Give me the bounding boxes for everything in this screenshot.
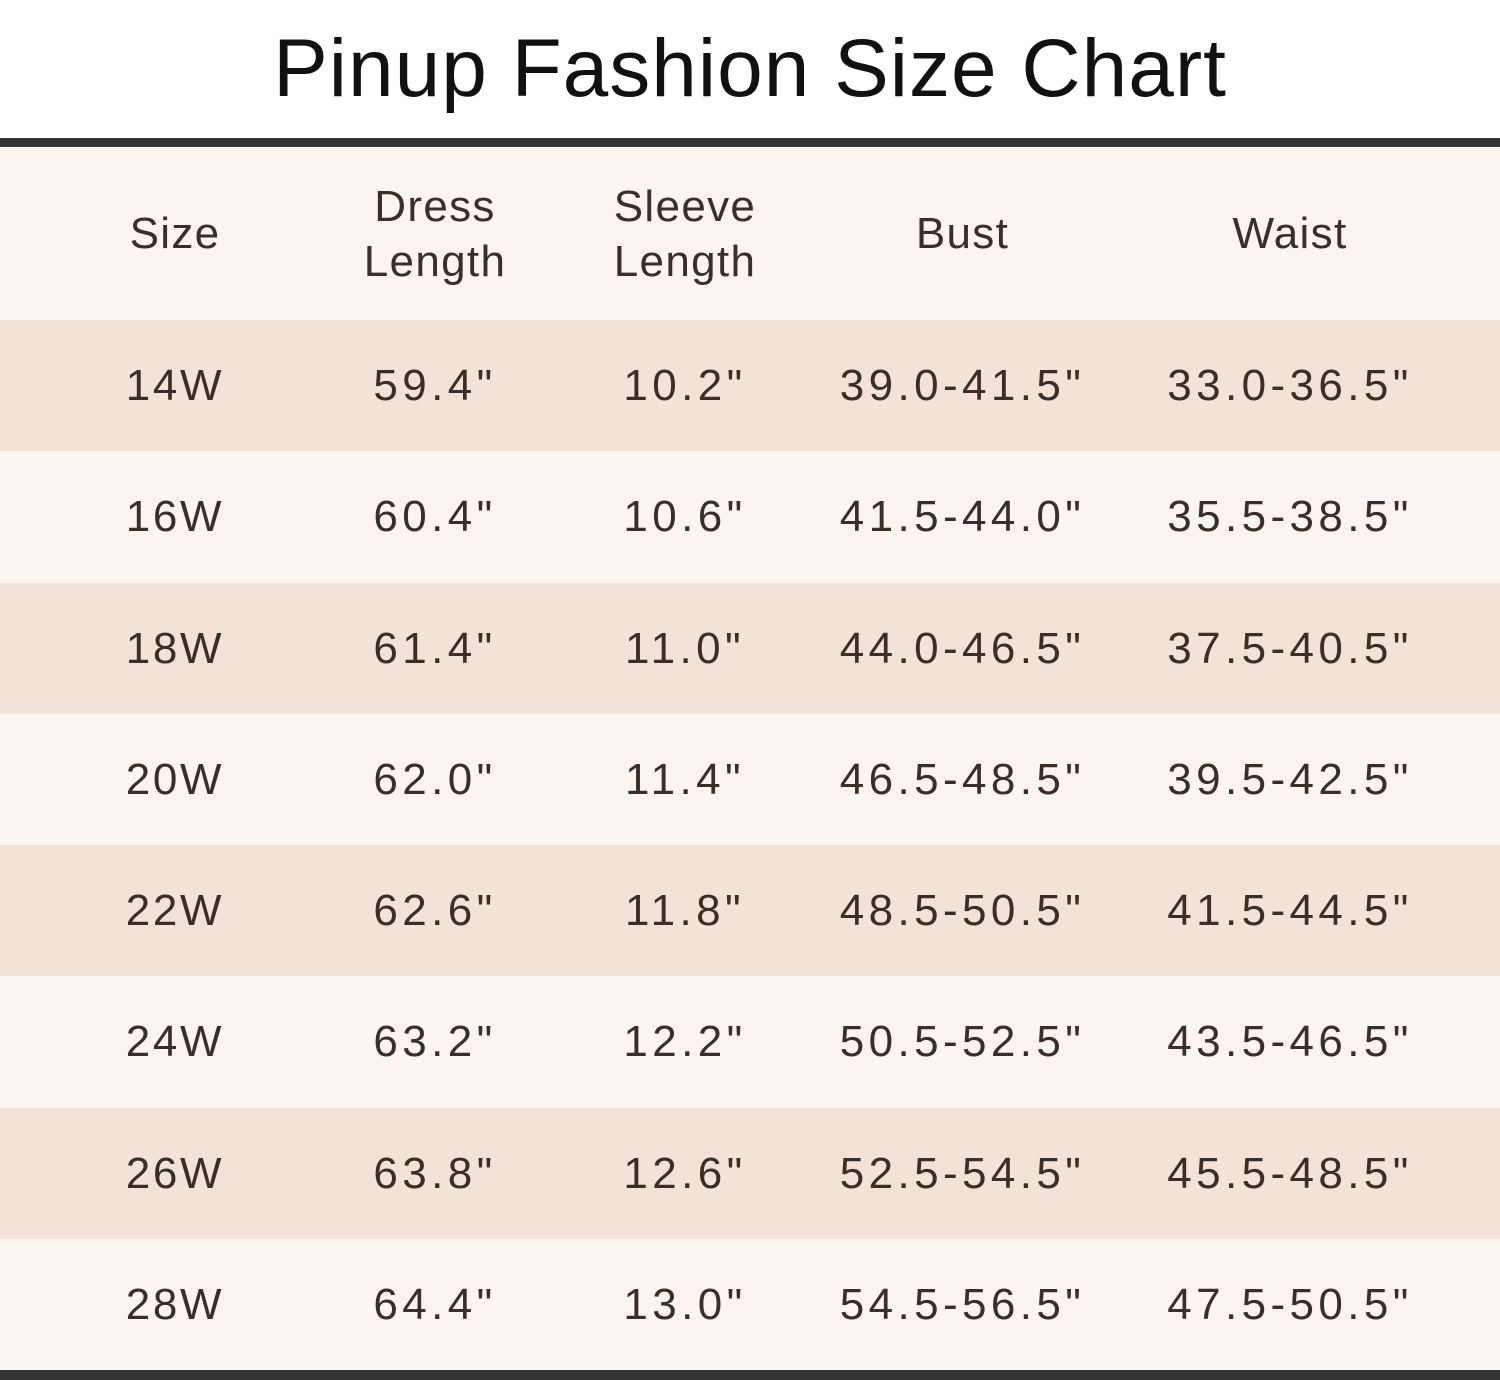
size-cell: 24W bbox=[125, 1017, 225, 1067]
waist-cell: 33.0-36.5" bbox=[1167, 361, 1413, 411]
top-divider bbox=[0, 138, 1500, 147]
sleeve-length-cell: 11.8" bbox=[625, 886, 745, 936]
waist-cell: 43.5-46.5" bbox=[1167, 1017, 1413, 1067]
sleeve-length-cell: 13.0" bbox=[623, 1279, 747, 1329]
dress-length-cell: 63.2" bbox=[373, 1017, 497, 1067]
bust-cell: 54.5-56.5" bbox=[839, 1279, 1086, 1329]
table-row: 24W 63.2" 12.2" 50.5-52.5" 43.5-46.5" bbox=[0, 976, 1500, 1108]
waist-cell: 37.5-40.5" bbox=[1167, 623, 1413, 673]
size-cell: 28W bbox=[125, 1279, 225, 1329]
table-row: 16W 60.4" 10.6" 41.5-44.0" 35.5-38.5" bbox=[0, 451, 1500, 583]
waist-cell: 35.5-38.5" bbox=[1167, 492, 1413, 542]
bust-cell: 48.5-50.5" bbox=[839, 886, 1086, 936]
dress-length-cell: 61.4" bbox=[373, 623, 497, 673]
bust-cell: 52.5-54.5" bbox=[839, 1148, 1086, 1198]
bust-cell: 44.0-46.5" bbox=[839, 623, 1086, 673]
waist-cell: 39.5-42.5" bbox=[1167, 754, 1413, 804]
size-cell: 22W bbox=[125, 886, 225, 936]
waist-cell: 45.5-48.5" bbox=[1167, 1148, 1413, 1198]
waist-cell: 41.5-44.5" bbox=[1167, 886, 1413, 936]
column-header-dress-length: Dress Length bbox=[363, 181, 507, 286]
bottom-divider bbox=[0, 1370, 1500, 1380]
size-cell: 14W bbox=[125, 361, 225, 411]
sleeve-length-cell: 10.2" bbox=[623, 361, 747, 411]
column-header-bust: Bust bbox=[915, 209, 1010, 258]
table-row: 14W 59.4" 10.2" 39.0-41.5" 33.0-36.5" bbox=[0, 320, 1500, 452]
bust-cell: 50.5-52.5" bbox=[839, 1017, 1086, 1067]
waist-cell: 47.5-50.5" bbox=[1167, 1279, 1413, 1329]
bust-cell: 41.5-44.0" bbox=[839, 492, 1086, 542]
sleeve-length-cell: 10.6" bbox=[623, 492, 747, 542]
table-header-row: Size Dress Length Sleeve Length Bust Wai… bbox=[0, 147, 1500, 320]
table-row: 26W 63.8" 12.6" 52.5-54.5" 45.5-48.5" bbox=[0, 1107, 1500, 1239]
dress-length-cell: 63.8" bbox=[373, 1148, 497, 1198]
size-cell: 18W bbox=[125, 623, 225, 673]
table-row: 22W 62.6" 11.8" 48.5-50.5" 41.5-44.5" bbox=[0, 845, 1500, 977]
title-bar: Pinup Fashion Size Chart bbox=[0, 0, 1500, 138]
sleeve-length-cell: 11.0" bbox=[625, 623, 745, 673]
sleeve-length-cell: 12.2" bbox=[623, 1017, 747, 1067]
dress-length-cell: 59.4" bbox=[373, 361, 497, 411]
bust-cell: 46.5-48.5" bbox=[839, 754, 1086, 804]
bust-cell: 39.0-41.5" bbox=[839, 361, 1086, 411]
sleeve-length-cell: 11.4" bbox=[625, 754, 745, 804]
table-row: 20W 62.0" 11.4" 46.5-48.5" 39.5-42.5" bbox=[0, 713, 1500, 845]
size-chart-table: Size Dress Length Sleeve Length Bust Wai… bbox=[0, 147, 1500, 1370]
dress-length-cell: 64.4" bbox=[373, 1279, 497, 1329]
dress-length-cell: 62.0" bbox=[373, 754, 497, 804]
dress-length-cell: 60.4" bbox=[373, 492, 497, 542]
dress-length-cell: 62.6" bbox=[373, 886, 497, 936]
size-cell: 16W bbox=[125, 492, 225, 542]
size-cell: 20W bbox=[125, 754, 225, 804]
sleeve-length-cell: 12.6" bbox=[623, 1148, 747, 1198]
column-header-sleeve-length: Sleeve Length bbox=[613, 181, 757, 286]
page-title: Pinup Fashion Size Chart bbox=[273, 22, 1227, 114]
column-header-size: Size bbox=[129, 209, 221, 258]
table-row: 28W 64.4" 13.0" 54.5-56.5" 47.5-50.5" bbox=[0, 1238, 1500, 1370]
size-cell: 26W bbox=[125, 1148, 225, 1198]
column-header-waist: Waist bbox=[1232, 209, 1348, 258]
table-row: 18W 61.4" 11.0" 44.0-46.5" 37.5-40.5" bbox=[0, 582, 1500, 714]
